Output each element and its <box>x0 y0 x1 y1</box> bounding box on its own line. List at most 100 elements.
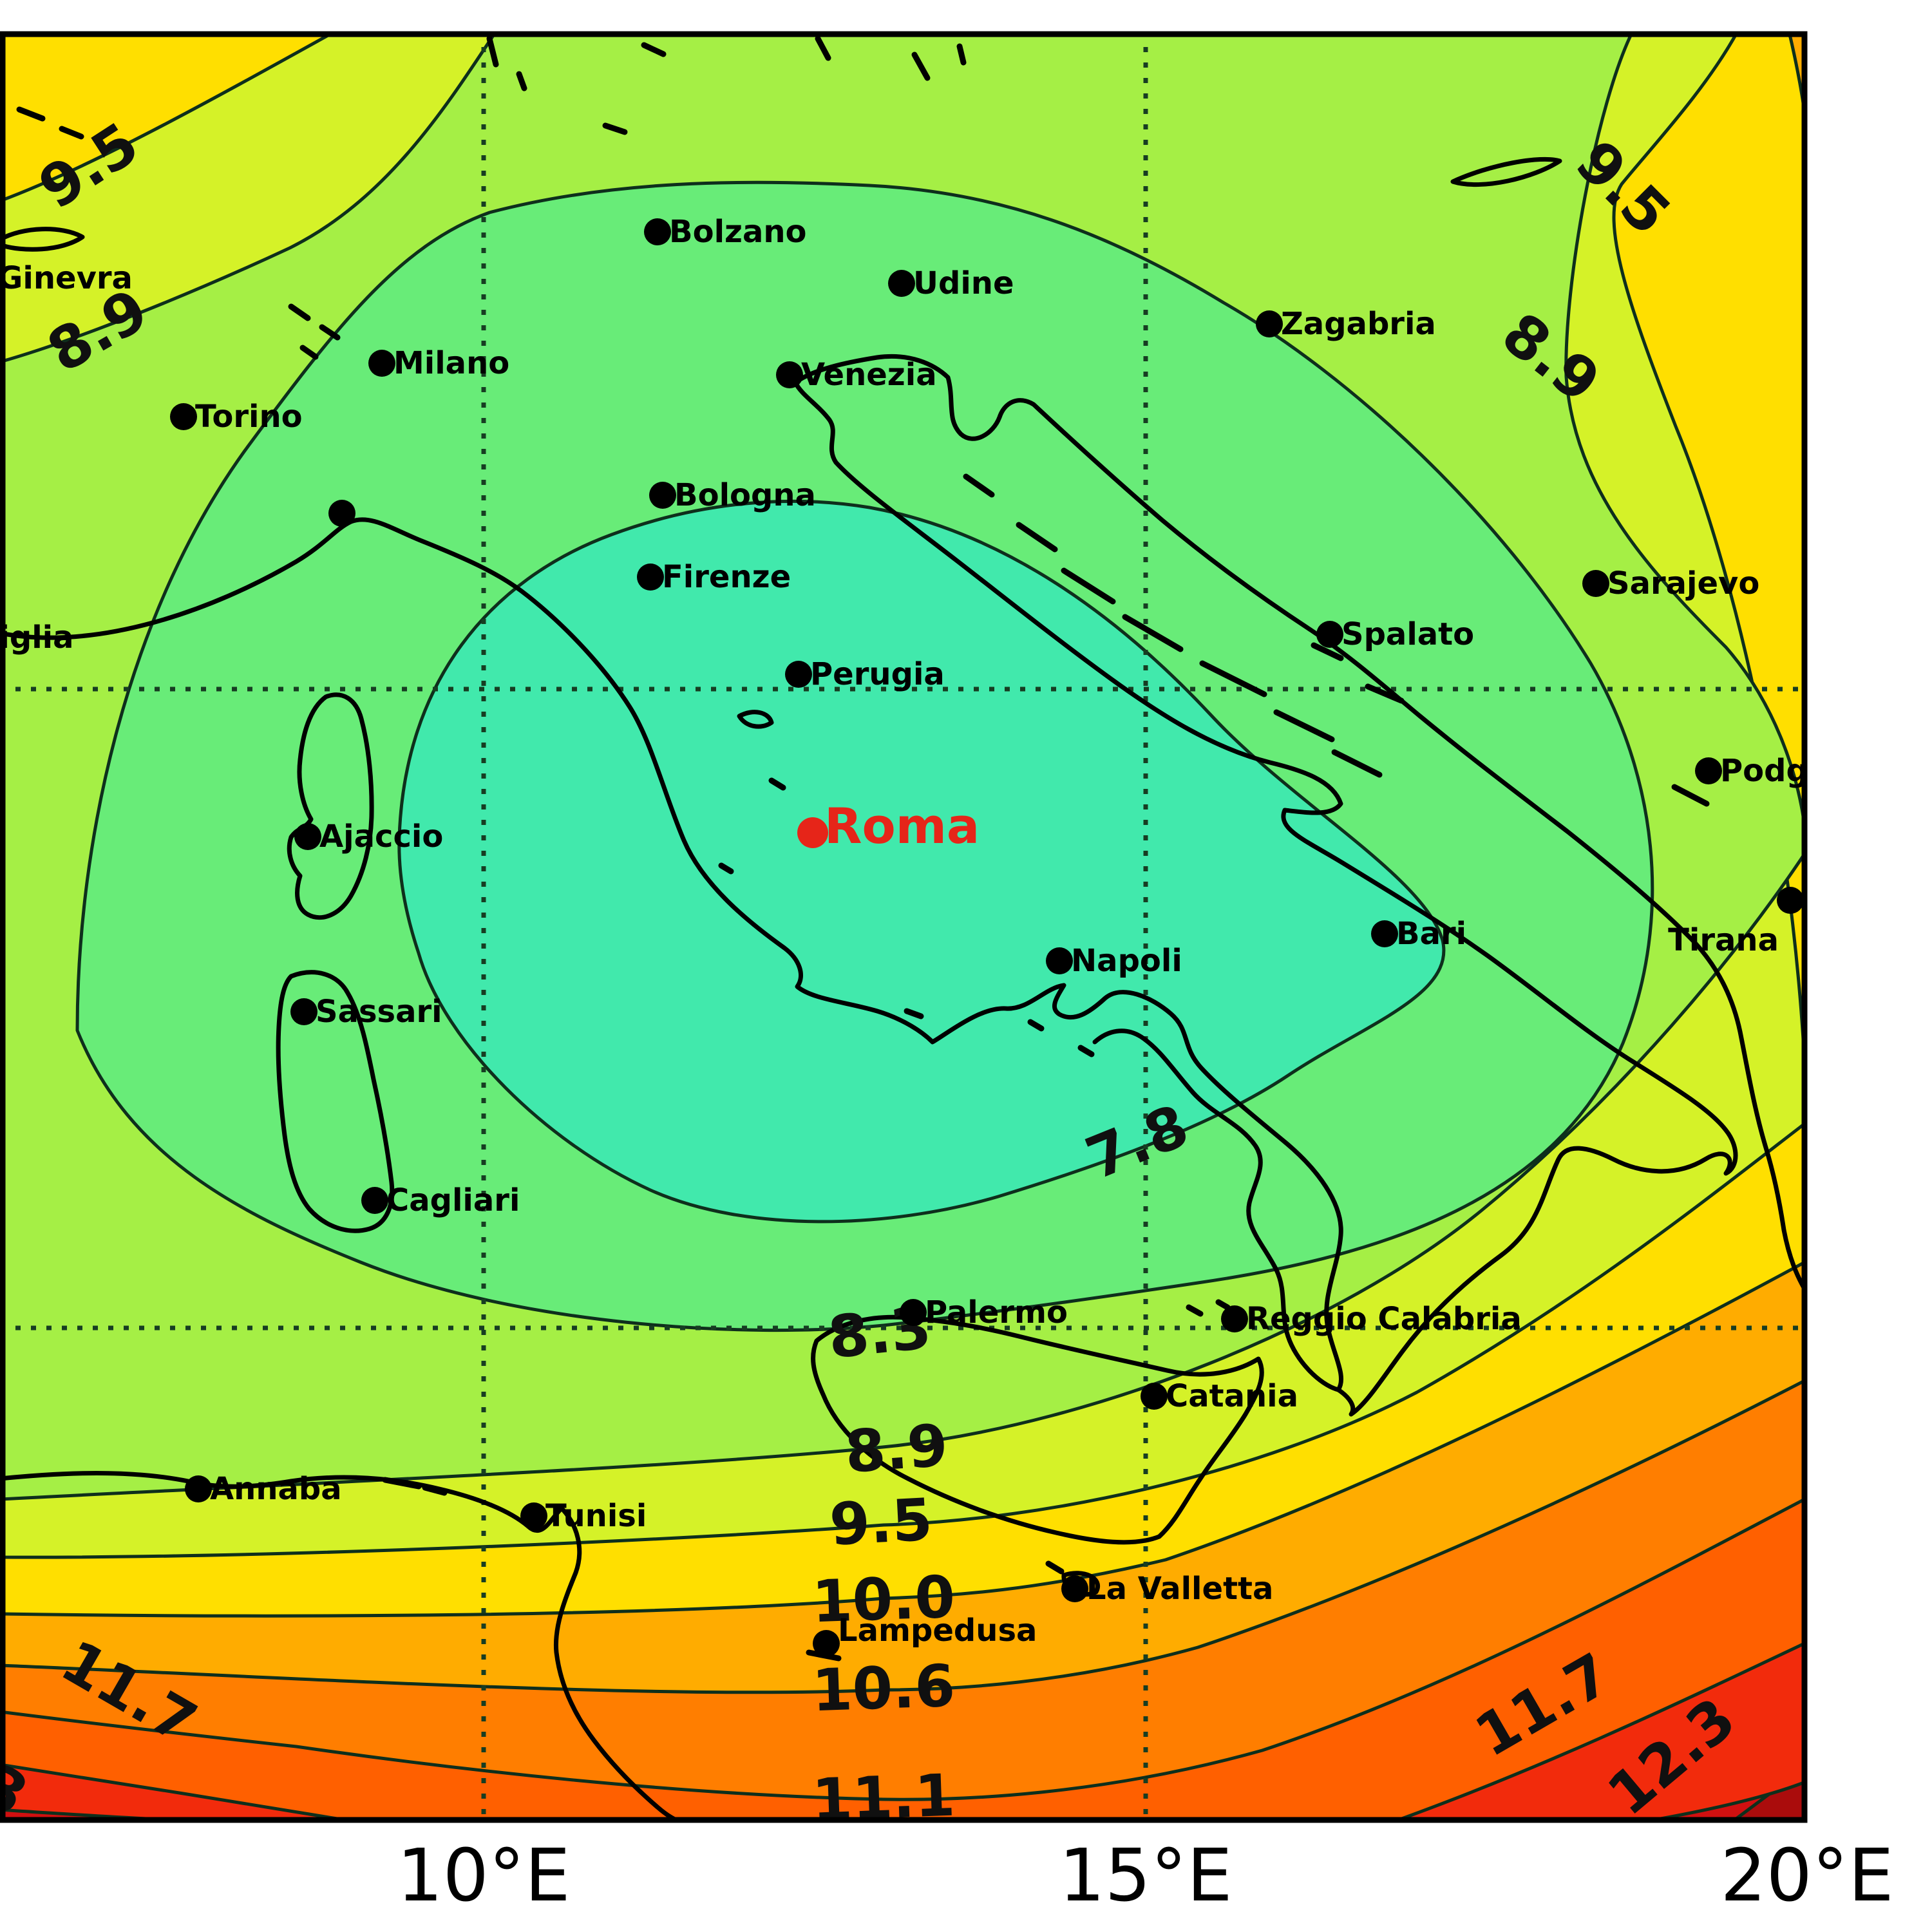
islet <box>1186 1304 1204 1317</box>
coastline <box>1450 156 1562 187</box>
islet <box>1027 1019 1045 1032</box>
city-label: Lampedusa <box>838 1613 1037 1649</box>
epicenter-dot-roma <box>797 817 828 848</box>
city-label: Bolzano <box>669 214 807 250</box>
city-dot <box>185 1475 212 1502</box>
city-dot <box>813 1630 840 1657</box>
city-dot <box>1371 920 1398 947</box>
city-dot <box>361 1187 388 1214</box>
coastline <box>276 970 395 1233</box>
coastline <box>737 710 774 729</box>
contour-label: 9.5 <box>828 1486 934 1558</box>
contour-label: 10.6 <box>811 1653 956 1725</box>
islet <box>486 35 499 68</box>
islet <box>1671 784 1710 807</box>
city-label: Palermo <box>925 1294 1068 1331</box>
coastline <box>0 227 85 252</box>
islet <box>319 324 341 341</box>
islet <box>956 43 967 66</box>
city-label: Bari <box>1396 916 1466 952</box>
coastline <box>811 1314 1264 1545</box>
city-label: Udine <box>913 265 1014 301</box>
contour-label: 10.0 <box>811 1564 956 1636</box>
islet <box>1215 1299 1231 1311</box>
city-dot <box>294 823 321 850</box>
city-label: Annaba <box>210 1471 342 1507</box>
city-dot <box>1141 1383 1168 1410</box>
city-dot <box>368 350 395 377</box>
coastline <box>0 517 1343 1392</box>
city-label: La Valletta <box>1086 1571 1273 1607</box>
city-label: Catania <box>1166 1378 1298 1414</box>
contour-label: 8.9 <box>843 1412 950 1486</box>
islet <box>963 473 995 498</box>
city-label: Podgorica <box>1720 753 1895 789</box>
graticule <box>0 32 1807 1823</box>
cities: Ginevra Marsiglia Torino Milano Bolzano Udine… <box>0 214 1895 1657</box>
city-label: Torino <box>195 399 303 435</box>
city-label: Perugia <box>810 656 945 692</box>
city-dot <box>328 500 355 527</box>
islet <box>904 1008 924 1019</box>
islet <box>1122 614 1184 652</box>
city-dot <box>1582 570 1609 597</box>
islet <box>422 1484 448 1496</box>
city-label: Milano <box>393 345 509 381</box>
islet <box>768 777 786 791</box>
city-dot <box>290 998 317 1025</box>
city-label: Zagabria <box>1281 306 1436 342</box>
islet <box>815 35 831 61</box>
islet <box>516 71 527 91</box>
islet <box>382 1477 422 1490</box>
islet <box>718 862 734 875</box>
city-dot <box>170 403 197 430</box>
city-label: Reggio Calabria <box>1246 1301 1522 1337</box>
city-dot <box>649 482 676 509</box>
islet <box>1365 683 1405 704</box>
city-dot <box>1316 621 1343 648</box>
coastline <box>793 354 1807 1417</box>
city-label: Napoli <box>1071 943 1182 979</box>
islet <box>1016 522 1058 553</box>
islet <box>602 122 628 135</box>
city-dot <box>1695 757 1722 784</box>
islet <box>1077 1045 1095 1057</box>
x-axis-tick-20E: 20°E <box>1720 1834 1894 1918</box>
islet <box>59 126 84 140</box>
map-area: 9.58.99.58.97.88.38.99.510.010.611.111.7… <box>0 32 1895 1835</box>
city-label: Venezia <box>801 357 937 393</box>
city-label: Sassari <box>316 994 442 1030</box>
islet <box>16 106 46 122</box>
city-label: Tirana <box>1668 922 1779 958</box>
city-dot <box>1777 887 1804 914</box>
islet <box>1273 709 1335 743</box>
city-dot <box>776 361 803 388</box>
city-dot <box>644 218 671 245</box>
coastline <box>0 1471 685 1823</box>
city-label: Marsiglia <box>0 620 74 656</box>
city-dot <box>1256 310 1283 337</box>
city-label: Firenze <box>662 559 791 595</box>
contour-band <box>397 499 1446 1224</box>
city-dot <box>1221 1305 1248 1332</box>
x-axis-tick-10E: 10°E <box>397 1834 571 1918</box>
islet <box>911 52 931 81</box>
coastline <box>287 692 374 920</box>
contour-label: 11.1 <box>811 1762 956 1835</box>
islet <box>288 303 311 321</box>
islet <box>1311 642 1344 661</box>
city-label: Cagliari <box>386 1182 520 1218</box>
city-label: Ajaccio <box>319 819 443 855</box>
islet <box>1331 749 1383 778</box>
city-dot <box>520 1502 547 1530</box>
islet <box>1061 567 1116 605</box>
city-dot <box>900 1299 927 1326</box>
city-label: Ginevra <box>0 260 133 296</box>
city-label: Bologna <box>674 477 816 513</box>
city-dot <box>785 661 812 688</box>
city-dot <box>637 564 664 591</box>
x-axis-tick-15E: 15°E <box>1059 1834 1233 1918</box>
axes-border <box>0 31 1808 1823</box>
